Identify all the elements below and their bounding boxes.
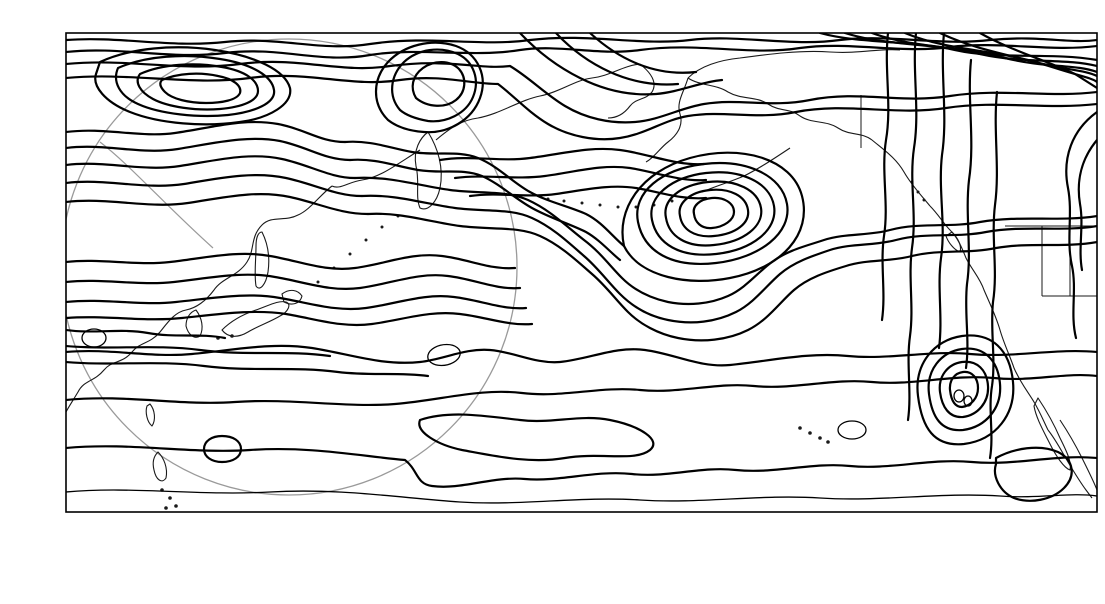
- map-frame: [65, 32, 1098, 513]
- gray-border-line: [99, 141, 214, 249]
- map-area: [66, 33, 1097, 512]
- pv-contour-layer: [66, 33, 1097, 504]
- landfall-range-circle: [66, 38, 518, 496]
